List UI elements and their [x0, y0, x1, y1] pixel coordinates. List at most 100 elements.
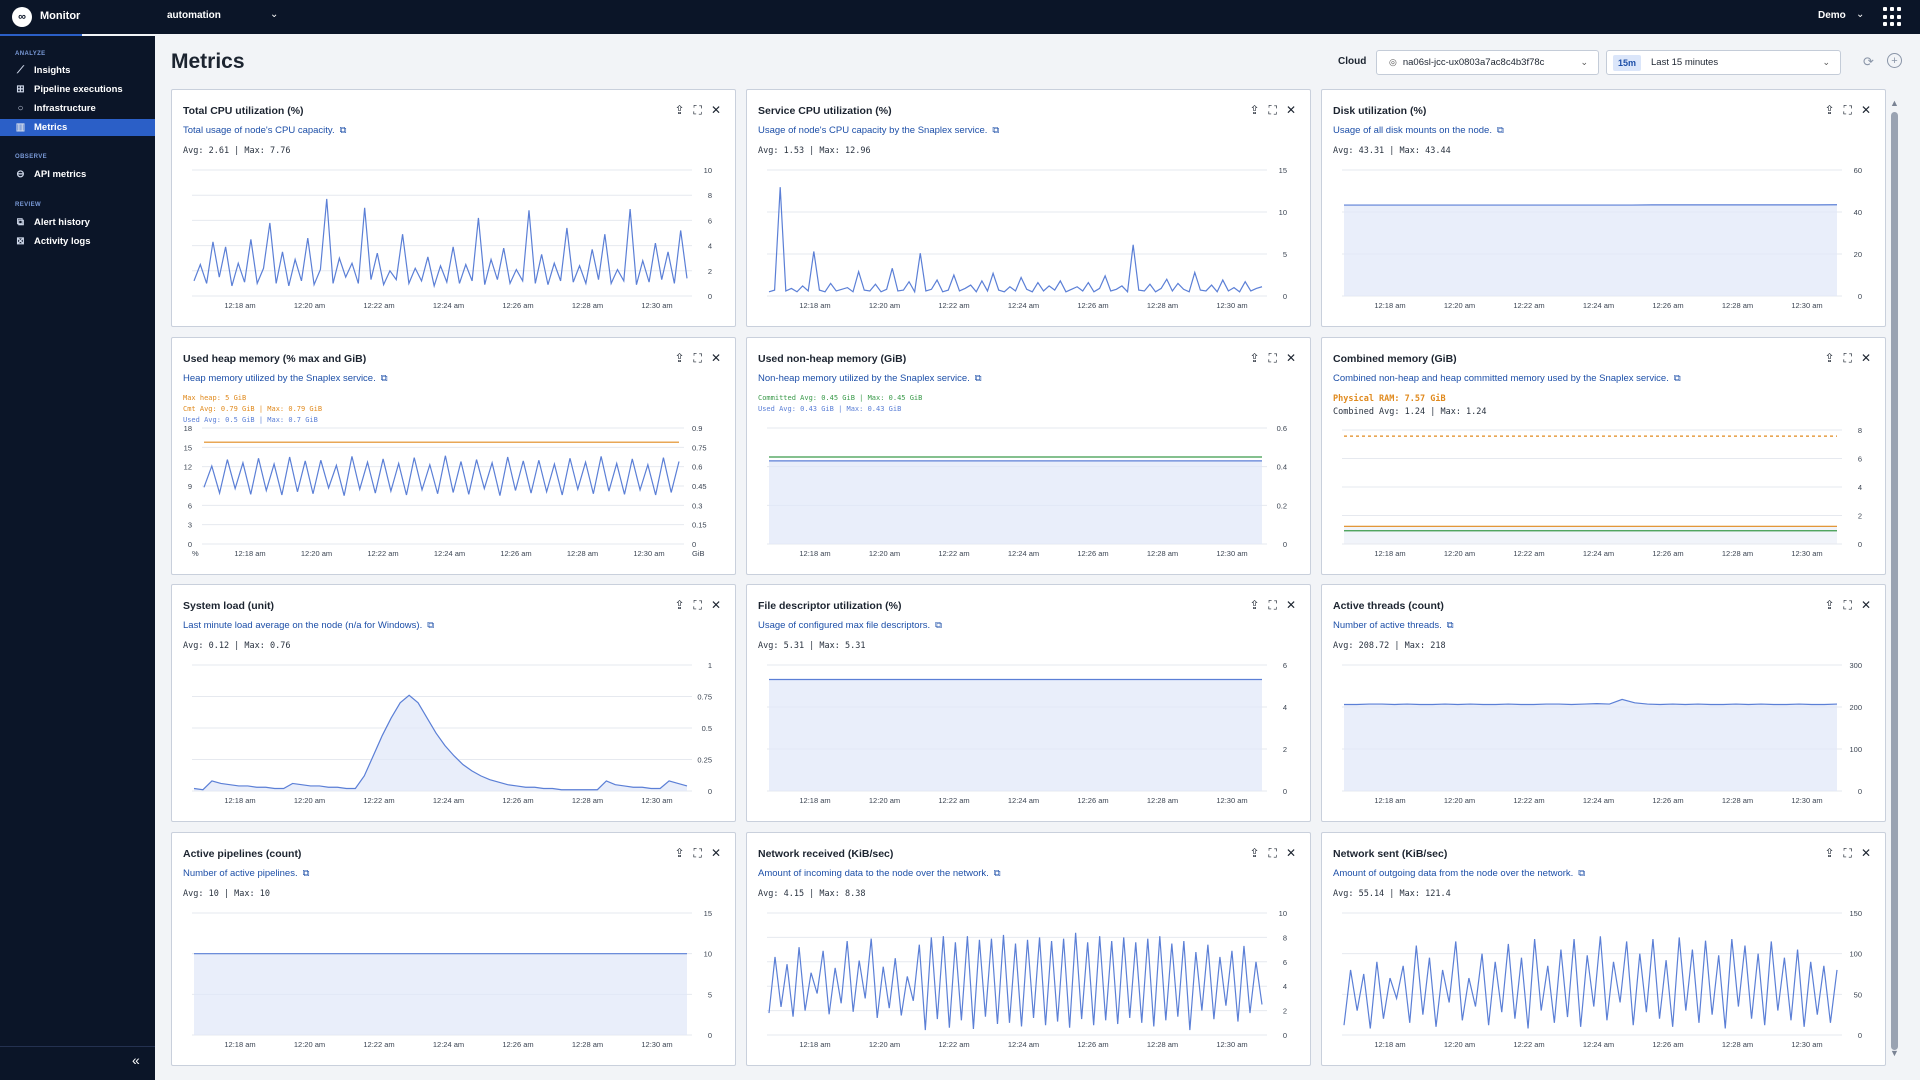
expand-icon[interactable]: ⛶	[693, 351, 702, 365]
download-icon[interactable]: ⇪	[674, 846, 685, 860]
close-icon[interactable]: ✕	[1285, 598, 1296, 612]
card-actions: ⇪ ⛶ ✕	[674, 103, 721, 118]
download-icon[interactable]: ⇪	[1824, 598, 1835, 612]
card-description-link[interactable]: Combined non-heap and heap committed mem…	[1333, 373, 1681, 384]
card-description-link[interactable]: Number of active pipelines. ⧉	[183, 868, 309, 879]
card-title: Active threads (count)	[1333, 600, 1444, 612]
expand-icon[interactable]: ⛶	[693, 846, 702, 860]
card-description-link[interactable]: Amount of incoming data to the node over…	[758, 868, 1001, 879]
close-icon[interactable]: ✕	[710, 103, 721, 117]
x-tick-label: 12:20 am	[1444, 796, 1475, 805]
y-tick-label: 0	[708, 787, 712, 796]
card-description: Usage of all disk mounts on the node.	[1333, 125, 1492, 136]
app-logo-icon[interactable]: ∞	[12, 7, 32, 27]
expand-icon[interactable]: ⛶	[1843, 351, 1852, 365]
expand-icon[interactable]: ⛶	[1268, 846, 1277, 860]
chevron-down-icon[interactable]: ⌄	[270, 9, 279, 20]
add-icon[interactable]: +	[1887, 53, 1902, 68]
card-description-link[interactable]: Heap memory utilized by the Snaplex serv…	[183, 373, 388, 384]
download-icon[interactable]: ⇪	[674, 351, 685, 365]
close-icon[interactable]: ✕	[1285, 846, 1296, 860]
close-icon[interactable]: ✕	[710, 846, 721, 860]
y-tick-label: 300	[1849, 661, 1862, 670]
app-switcher-icon[interactable]	[1883, 7, 1903, 27]
collapse-sidebar-icon[interactable]: «	[132, 1052, 140, 1068]
expand-icon[interactable]: ⛶	[1268, 351, 1277, 365]
time-range-badge: 15m	[1613, 54, 1642, 71]
sidebar-item-api-metrics[interactable]: ⊖ API metrics	[0, 166, 155, 183]
scroll-down-icon[interactable]: ▼	[1890, 1048, 1899, 1058]
card-description-link[interactable]: Usage of node's CPU capacity by the Snap…	[758, 125, 999, 136]
close-icon[interactable]: ✕	[710, 598, 721, 612]
close-icon[interactable]: ✕	[1285, 351, 1296, 365]
close-icon[interactable]: ✕	[1860, 598, 1871, 612]
close-icon[interactable]: ✕	[1860, 103, 1871, 117]
expand-icon[interactable]: ⛶	[1268, 598, 1277, 612]
card-description-link[interactable]: Usage of configured max file descriptors…	[758, 620, 942, 631]
external-link-icon: ⧉	[302, 868, 310, 879]
y-right-unit-label: GiB	[692, 549, 705, 558]
sidebar-item-insights[interactable]: ⟋ Insights	[0, 62, 155, 79]
download-icon[interactable]: ⇪	[674, 598, 685, 612]
scrollbar-thumb[interactable]	[1891, 112, 1898, 1050]
card-description-link[interactable]: Non-heap memory utilized by the Snaplex …	[758, 373, 982, 384]
expand-icon[interactable]: ⛶	[693, 598, 702, 612]
refresh-icon[interactable]: ⟳	[1863, 54, 1874, 69]
x-tick-label: 12:24 am	[1583, 301, 1614, 310]
download-icon[interactable]: ⇪	[1249, 846, 1260, 860]
x-tick-label: 12:30 am	[1216, 1040, 1247, 1049]
card-description-link[interactable]: Usage of all disk mounts on the node. ⧉	[1333, 125, 1504, 136]
expand-icon[interactable]: ⛶	[1268, 103, 1277, 117]
sidebar-item-alert-history[interactable]: ⧉ Alert history	[0, 214, 155, 231]
download-icon[interactable]: ⇪	[674, 103, 685, 117]
sidebar-item-metrics[interactable]: ▥ Metrics	[0, 119, 155, 136]
external-link-icon: ⧉	[427, 620, 435, 631]
expand-icon[interactable]: ⛶	[693, 103, 702, 117]
org-selector[interactable]: automation	[167, 10, 221, 21]
pipeline-icon: ⊞	[16, 84, 25, 95]
download-icon[interactable]: ⇪	[1249, 103, 1260, 117]
expand-icon[interactable]: ⛶	[1843, 598, 1852, 612]
x-tick-label: 12:22 am	[938, 549, 969, 558]
download-icon[interactable]: ⇪	[1824, 103, 1835, 117]
chevron-down-icon[interactable]: ⌄	[1856, 9, 1865, 20]
download-icon[interactable]: ⇪	[1824, 351, 1835, 365]
sidebar-item-activity-logs[interactable]: ⊠ Activity logs	[0, 233, 155, 250]
time-range-select[interactable]: 15m Last 15 minutes ⌄	[1606, 50, 1841, 75]
card-description-link[interactable]: Total usage of node's CPU capacity. ⧉	[183, 125, 346, 136]
close-icon[interactable]: ✕	[1285, 103, 1296, 117]
x-tick-label: 12:18 am	[224, 796, 255, 805]
sidebar-item-label: Alert history	[34, 217, 90, 228]
x-tick-label: 12:18 am	[1374, 1040, 1405, 1049]
metric-card: Network sent (KiB/sec) Amount of outgoing…	[1321, 832, 1886, 1066]
cloud-select[interactable]: ◎ na06sl-jcc-ux0803a7ac8c4b3f78c ⌄	[1376, 50, 1599, 75]
y-tick-label: 5	[1283, 250, 1287, 259]
close-icon[interactable]: ✕	[710, 351, 721, 365]
download-icon[interactable]: ⇪	[1824, 846, 1835, 860]
expand-icon[interactable]: ⛶	[1843, 103, 1852, 117]
metric-card: Disk utilization (%) Usage of all disk mo…	[1321, 89, 1886, 327]
card-stats: Avg: 10 | Max: 10	[183, 889, 270, 899]
y-tick-label: 100	[1849, 745, 1862, 754]
sidebar-item-pipeline-executions[interactable]: ⊞ Pipeline executions	[0, 81, 155, 98]
x-tick-label: 12:22 am	[363, 1040, 394, 1049]
card-actions: ⇪ ⛶ ✕	[674, 846, 721, 861]
metric-chart: 0 100 200 300 12:18 am 12:20 am 12:22 am 12:24 …	[1342, 661, 1862, 805]
close-icon[interactable]: ✕	[1860, 351, 1871, 365]
card-description-link[interactable]: Amount of outgoing data from the node ov…	[1333, 868, 1585, 879]
chevron-down-icon: ⌄	[1580, 57, 1588, 67]
x-tick-label: 12:26 am	[500, 549, 531, 558]
series-line	[193, 694, 688, 791]
download-icon[interactable]: ⇪	[1249, 351, 1260, 365]
card-stats: Max heap: 5 GiB	[183, 394, 247, 402]
sidebar-item-infrastructure[interactable]: ○ Infrastructure	[0, 100, 155, 117]
card-description-link[interactable]: Last minute load average on the node (n/…	[183, 620, 434, 631]
expand-icon[interactable]: ⛶	[1843, 846, 1852, 860]
download-icon[interactable]: ⇪	[1249, 598, 1260, 612]
x-tick-label: 12:20 am	[294, 1040, 325, 1049]
close-icon[interactable]: ✕	[1860, 846, 1871, 860]
user-menu[interactable]: Demo	[1818, 10, 1846, 21]
card-stats: Avg: 55.14 | Max: 121.4	[1333, 889, 1451, 899]
scroll-up-icon[interactable]: ▲	[1890, 98, 1899, 108]
card-description-link[interactable]: Number of active threads. ⧉	[1333, 620, 1454, 631]
